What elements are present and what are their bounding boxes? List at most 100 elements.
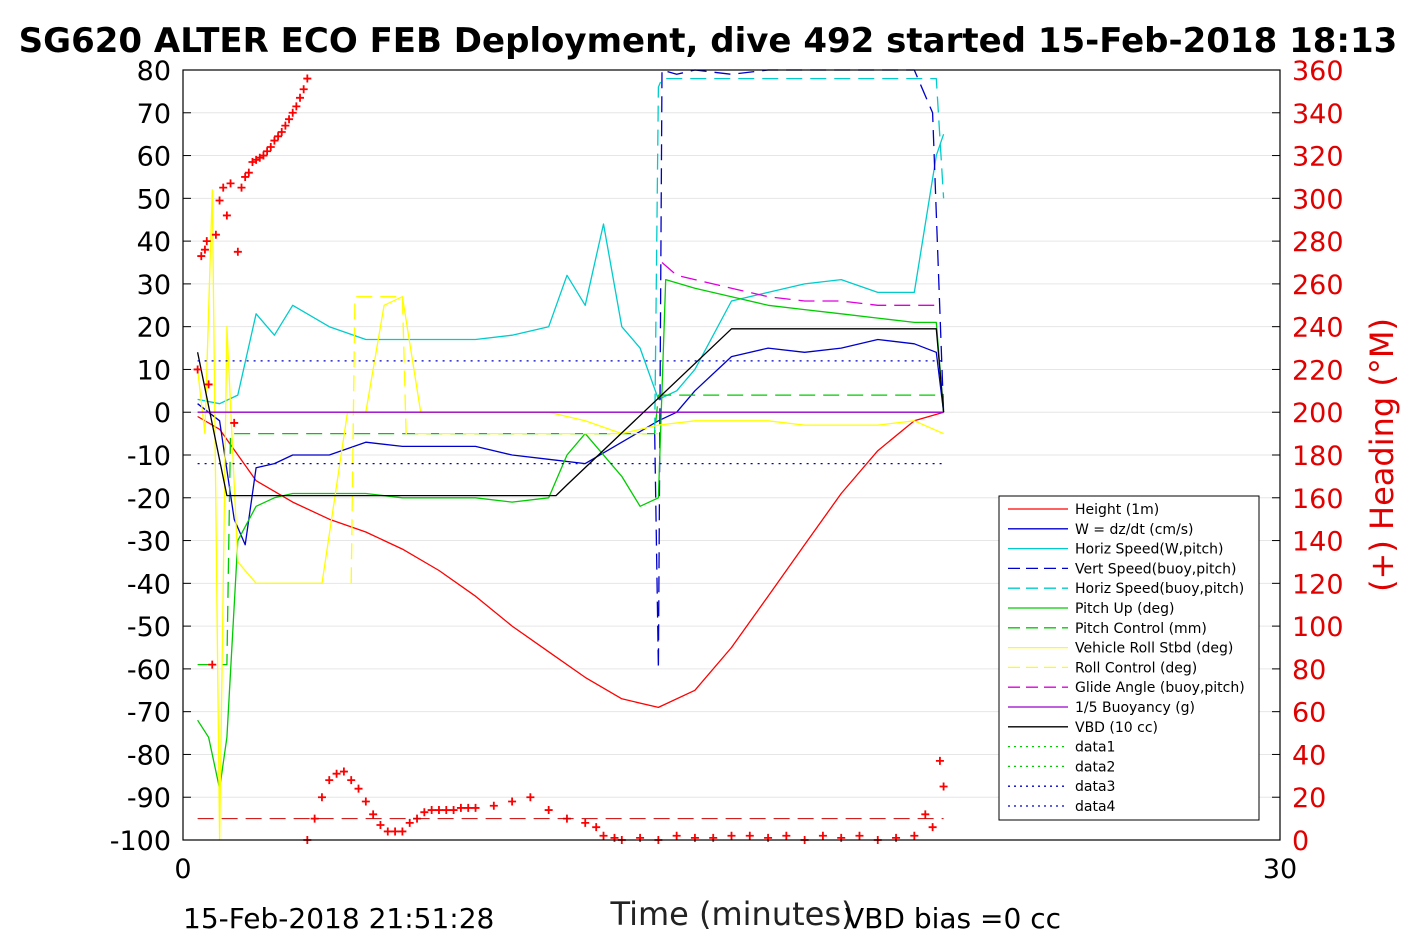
heading-point: [921, 810, 930, 819]
heading-point: [233, 247, 242, 256]
heading-point: [376, 821, 385, 830]
heading-point: [471, 803, 480, 812]
y-tick-label-left: -80: [127, 740, 171, 771]
heading-point: [910, 831, 919, 840]
heading-point: [544, 806, 553, 815]
heading-point: [855, 831, 864, 840]
y-tick-label-left: -40: [127, 569, 171, 600]
heading-point: [310, 814, 319, 823]
heading-point: [292, 102, 301, 111]
heading-point: [332, 769, 341, 778]
heading-point: [230, 418, 239, 427]
y-tick-label-right: 100: [1292, 612, 1344, 643]
heading-point: [434, 806, 443, 815]
series-line-2: [197, 133, 945, 405]
heading-point: [939, 782, 948, 791]
heading-point: [599, 831, 608, 840]
y-tick-label-left: -10: [127, 441, 171, 472]
heading-point: [782, 831, 791, 840]
heading-point: [526, 793, 535, 802]
y-tick-label-left: 0: [154, 398, 171, 429]
heading-point: [361, 797, 370, 806]
heading-point: [391, 827, 400, 836]
heading-point: [211, 230, 220, 239]
heading-point: [215, 196, 224, 205]
y-tick-label-right: 40: [1292, 740, 1326, 771]
series-line-8: [350, 296, 659, 584]
heading-point: [226, 179, 235, 188]
y-tick-label-right: 20: [1292, 783, 1326, 814]
y-tick-label-right: 300: [1292, 184, 1344, 215]
legend-label: Vert Speed(buoy,pitch): [1075, 561, 1237, 577]
heading-point: [592, 823, 601, 832]
y-tick-label-right: 160: [1292, 484, 1344, 515]
heading-point: [197, 252, 206, 261]
legend-label: VBD (10 cc): [1075, 720, 1158, 736]
legend-label: Glide Angle (buoy,pitch): [1075, 680, 1245, 696]
heading-point: [339, 767, 348, 776]
series-line-11: [196, 328, 945, 497]
legend-label: Horiz Speed(buoy,pitch): [1075, 581, 1244, 597]
y-tick-label-left: -30: [127, 527, 171, 558]
y-tick-label-right: 220: [1292, 355, 1344, 386]
y-tick-label-left: 70: [137, 99, 171, 130]
legend-label: W = dz/dt (cm/s): [1075, 522, 1194, 538]
heading-point: [449, 806, 458, 815]
legend-label: Pitch Up (deg): [1075, 601, 1174, 617]
y-tick-label-right: 260: [1292, 270, 1344, 301]
heading-point: [325, 776, 334, 785]
heading-point: [508, 797, 517, 806]
heading-point: [244, 168, 253, 177]
heading-point: [369, 810, 378, 819]
heading-point: [464, 803, 473, 812]
legend-label: data4: [1075, 799, 1116, 815]
heading-point: [193, 365, 202, 374]
legend-label: Roll Control (deg): [1075, 660, 1197, 676]
y-tick-label-right: 180: [1292, 441, 1344, 472]
heading-point: [420, 808, 429, 817]
axis-ticks: 80706050403020100-10-20-30-40-50-60-70-8…: [110, 56, 1344, 885]
footer-vbd-bias: VBD bias =0 cc: [845, 902, 1061, 935]
heading-point: [405, 818, 414, 827]
heading-point: [398, 827, 407, 836]
legend-label: Horiz Speed(W,pitch): [1075, 542, 1223, 558]
legend-label: 1/5 Buoyancy (g): [1075, 700, 1195, 716]
y-tick-label-right: 360: [1292, 56, 1344, 87]
y-tick-label-right: 240: [1292, 313, 1344, 344]
y-tick-label-left: -90: [127, 783, 171, 814]
series-layer: [196, 69, 945, 841]
heading-point: [259, 151, 268, 160]
y-tick-label-right: 120: [1292, 569, 1344, 600]
y-tick-label-left: -20: [127, 484, 171, 515]
legend-label: Pitch Control (mm): [1075, 621, 1207, 637]
y-tick-label-left: 20: [137, 313, 171, 344]
y-tick-label-right: 200: [1292, 398, 1344, 429]
heading-point: [928, 823, 937, 832]
legend-label: data1: [1075, 740, 1115, 756]
heading-point: [354, 784, 363, 793]
footer-timestamp: 15-Feb-2018 21:51:28: [183, 902, 494, 935]
heading-point: [285, 115, 294, 124]
y-tick-label-left: -100: [110, 826, 171, 857]
heading-point: [296, 93, 305, 102]
y-tick-label-left: 40: [137, 227, 171, 258]
heading-point: [270, 136, 279, 145]
legend-label: Vehicle Roll Stbd (deg): [1075, 641, 1233, 657]
heading-point: [241, 172, 250, 181]
heading-point: [274, 132, 283, 141]
heading-point: [672, 831, 681, 840]
heading-point: [202, 237, 211, 246]
heading-markers: [193, 74, 948, 844]
y-tick-label-right: 320: [1292, 142, 1344, 173]
y-tick-label-right: 0: [1292, 826, 1309, 857]
legend-label: Height (1m): [1075, 502, 1159, 518]
y-tick-label-right: 80: [1292, 655, 1326, 686]
y-tick-label-left: 50: [137, 184, 171, 215]
y-tick-label-left: -70: [127, 698, 171, 729]
heading-point: [818, 831, 827, 840]
y-tick-label-left: 30: [137, 270, 171, 301]
heading-point: [277, 128, 286, 137]
y-tick-label-left: 60: [137, 142, 171, 173]
heading-point: [745, 831, 754, 840]
